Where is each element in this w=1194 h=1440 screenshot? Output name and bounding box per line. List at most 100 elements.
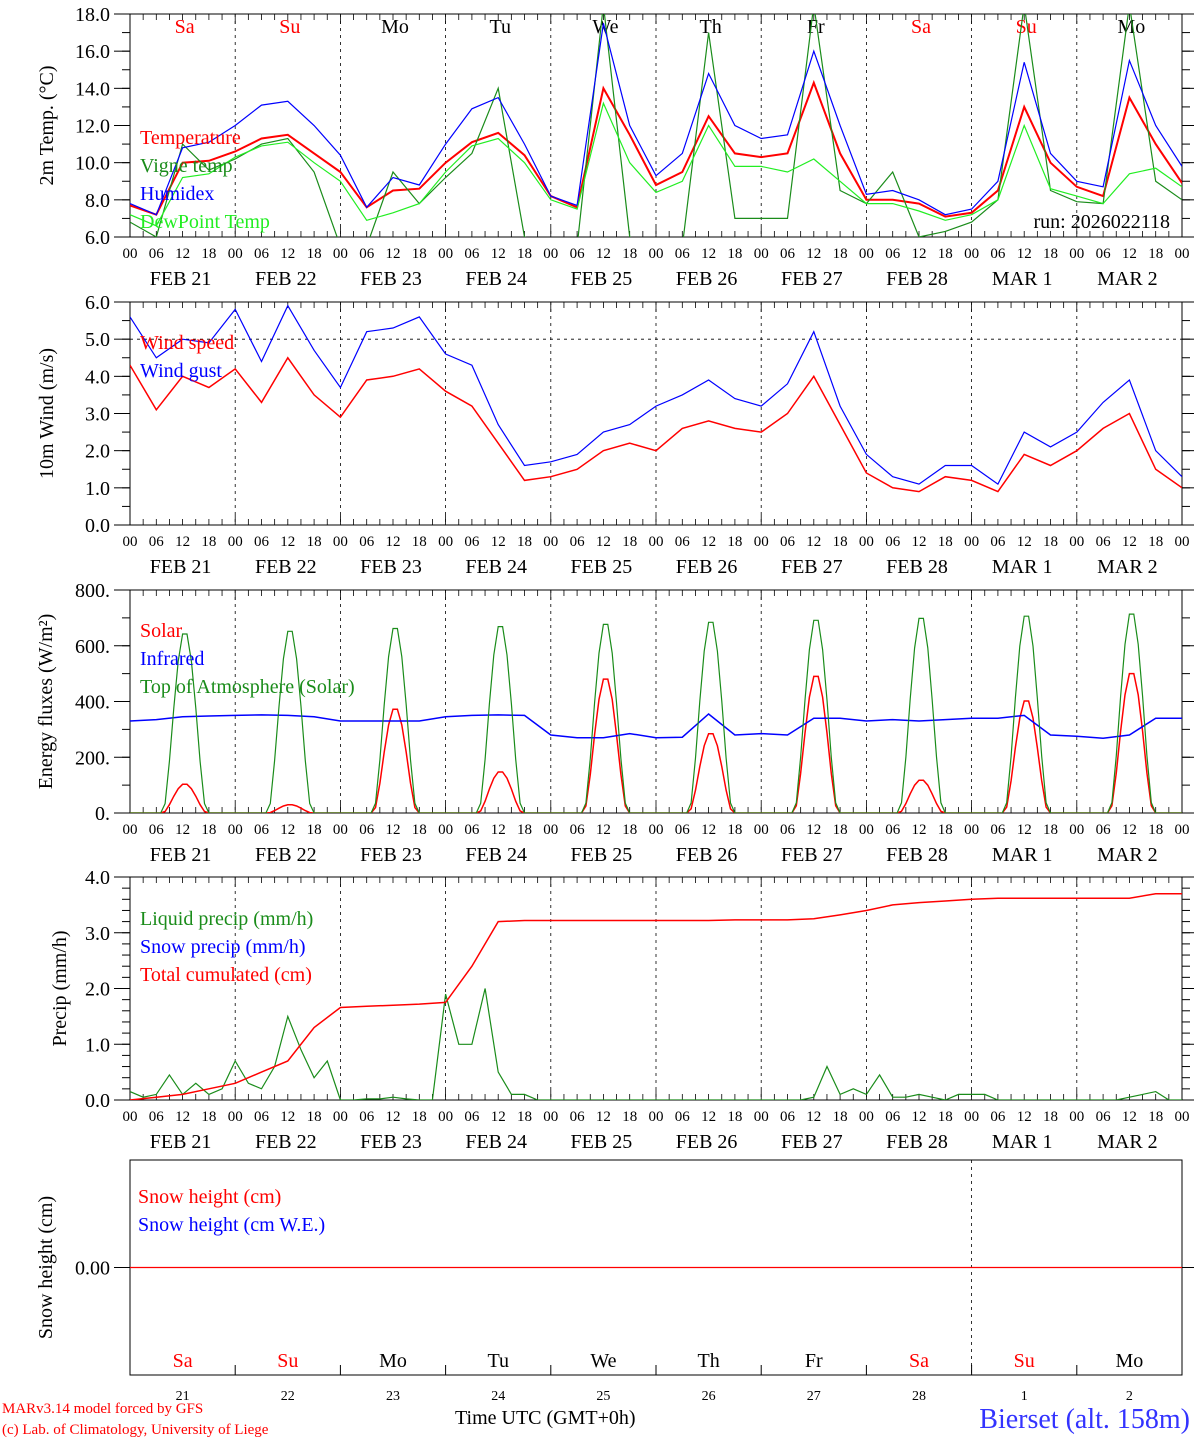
hour-tick-label: 00 [964, 822, 979, 838]
hour-tick-label: 18 [412, 822, 427, 838]
date-label: FEB 23 [360, 556, 422, 578]
hour-tick-label: 00 [754, 246, 769, 262]
date-number-label: 23 [386, 1389, 400, 1404]
hour-tick-label: 12 [280, 534, 295, 550]
hour-tick-label: 06 [780, 822, 796, 838]
hour-tick-label: 12 [175, 246, 190, 262]
date-number-label: 28 [912, 1389, 926, 1404]
y-tick-label: 2.0 [85, 979, 110, 1001]
hour-tick-label: 12 [1017, 822, 1032, 838]
date-label: FEB 26 [676, 1131, 738, 1153]
y-tick-label: 1.0 [85, 478, 110, 500]
hour-tick-label: 12 [280, 246, 295, 262]
date-label: FEB 26 [676, 844, 738, 866]
weekday-label: Mo [381, 16, 409, 38]
hour-tick-label: 00 [333, 534, 348, 550]
weekday-label: Su [1014, 1350, 1035, 1372]
y-axis-label: Snow height (cm) [35, 1196, 57, 1339]
hour-tick-label: 12 [386, 534, 401, 550]
date-label: FEB 28 [886, 556, 948, 578]
panel-2: 00 06 12 18 FEB 21 00 06 12 18 FEB 22 00 06 12 18 FEB … [36, 292, 1194, 578]
weekday-label: Mo [1116, 1350, 1144, 1372]
date-label: FEB 22 [255, 1131, 317, 1153]
date-number-label: 25 [596, 1389, 610, 1404]
y-tick-label: 5.0 [85, 329, 110, 351]
series-line-humidex [130, 23, 1182, 216]
hour-tick-label: 12 [912, 534, 927, 550]
date-label: MAR 2 [1097, 844, 1158, 866]
hour-tick-label: 06 [570, 1109, 586, 1125]
date-label: FEB 26 [676, 556, 738, 578]
legend-entry: Infrared [140, 648, 204, 670]
hour-tick-label: 12 [1122, 1109, 1137, 1125]
hour-tick-label: 00 [964, 246, 979, 262]
legend-entry: Snow height (cm W.E.) [138, 1214, 325, 1236]
hour-tick-label: 00 [543, 1109, 558, 1125]
hour-tick-label: 00 [543, 534, 558, 550]
legend-entry: Top of Atmosphere (Solar) [140, 676, 355, 698]
legend-entry: Humidex [140, 183, 214, 205]
hour-tick-label: 00 [438, 822, 453, 838]
series-line-total-cumulated-cm- [130, 892, 1182, 1100]
hour-tick-label: 06 [359, 822, 375, 838]
hour-tick-label: 00 [964, 534, 979, 550]
y-tick-label: 0.00 [75, 1258, 110, 1280]
hour-tick-label: 18 [1043, 1109, 1058, 1125]
date-number-label: 22 [281, 1389, 295, 1404]
hour-tick-label: 18 [307, 822, 322, 838]
hour-tick-label: 12 [596, 246, 611, 262]
hour-tick-label: 00 [1175, 1109, 1190, 1125]
legend-entry: DewPoint Temp [140, 211, 270, 233]
y-tick-label: 6.0 [85, 292, 110, 314]
hour-tick-label: 06 [1096, 822, 1112, 838]
y-tick-label: 600. [75, 636, 110, 658]
series-line-solar [130, 672, 1182, 813]
hour-tick-label: 00 [228, 246, 243, 262]
hour-tick-label: 06 [359, 246, 375, 262]
hour-tick-label: 06 [1096, 534, 1112, 550]
hour-tick-label: 18 [412, 246, 427, 262]
hour-tick-label: 00 [228, 822, 243, 838]
hour-tick-label: 00 [123, 1109, 138, 1125]
hour-tick-label: 12 [280, 1109, 295, 1125]
series-group [130, 892, 1182, 1100]
weekday-label: Mo [379, 1350, 407, 1372]
hour-tick-label: 18 [833, 246, 848, 262]
date-label: FEB 28 [886, 1131, 948, 1153]
y-tick-label: 800. [75, 580, 110, 602]
hour-tick-label: 06 [780, 246, 796, 262]
hour-tick-label: 12 [1017, 1109, 1032, 1125]
series-line-dewpoint-temp [130, 101, 1182, 227]
y-tick-label: 3.0 [85, 923, 110, 945]
hour-tick-label: 18 [201, 534, 216, 550]
hour-tick-label: 06 [780, 534, 796, 550]
legend-entry: Snow height (cm) [138, 1186, 281, 1208]
hour-tick-label: 18 [201, 822, 216, 838]
hour-tick-label: 06 [359, 1109, 375, 1125]
station-name: Bierset (alt. 158m) [979, 1404, 1190, 1435]
weekday-label: Su [279, 16, 300, 38]
y-tick-label: 200. [75, 747, 110, 769]
weekday-label: Sa [909, 1350, 929, 1372]
hour-tick-label: 18 [938, 822, 953, 838]
hour-tick-label: 12 [386, 822, 401, 838]
hour-tick-label: 18 [727, 822, 742, 838]
weekday-label: We [590, 1350, 616, 1372]
hour-tick-label: 18 [517, 246, 532, 262]
hour-tick-label: 06 [464, 534, 480, 550]
series-line-liquid-precip-mm-h- [130, 988, 1182, 1100]
hour-tick-label: 12 [701, 246, 716, 262]
y-tick-label: 400. [75, 692, 110, 714]
hour-tick-label: 12 [175, 534, 190, 550]
hour-tick-label: 18 [1148, 822, 1163, 838]
hour-tick-label: 06 [464, 246, 480, 262]
hour-tick-label: 18 [622, 534, 637, 550]
hour-tick-label: 12 [806, 246, 821, 262]
date-label: FEB 27 [781, 268, 843, 290]
hour-tick-label: 12 [491, 822, 506, 838]
y-axis-label: Energy fluxes (W/m²) [35, 614, 57, 790]
y-tick-label: 3.0 [85, 404, 110, 426]
run-annotation: run: 2026022118 [1034, 211, 1170, 233]
hour-tick-label: 06 [254, 246, 270, 262]
series-line-top-of-atmosphere-solar- [130, 613, 1182, 813]
